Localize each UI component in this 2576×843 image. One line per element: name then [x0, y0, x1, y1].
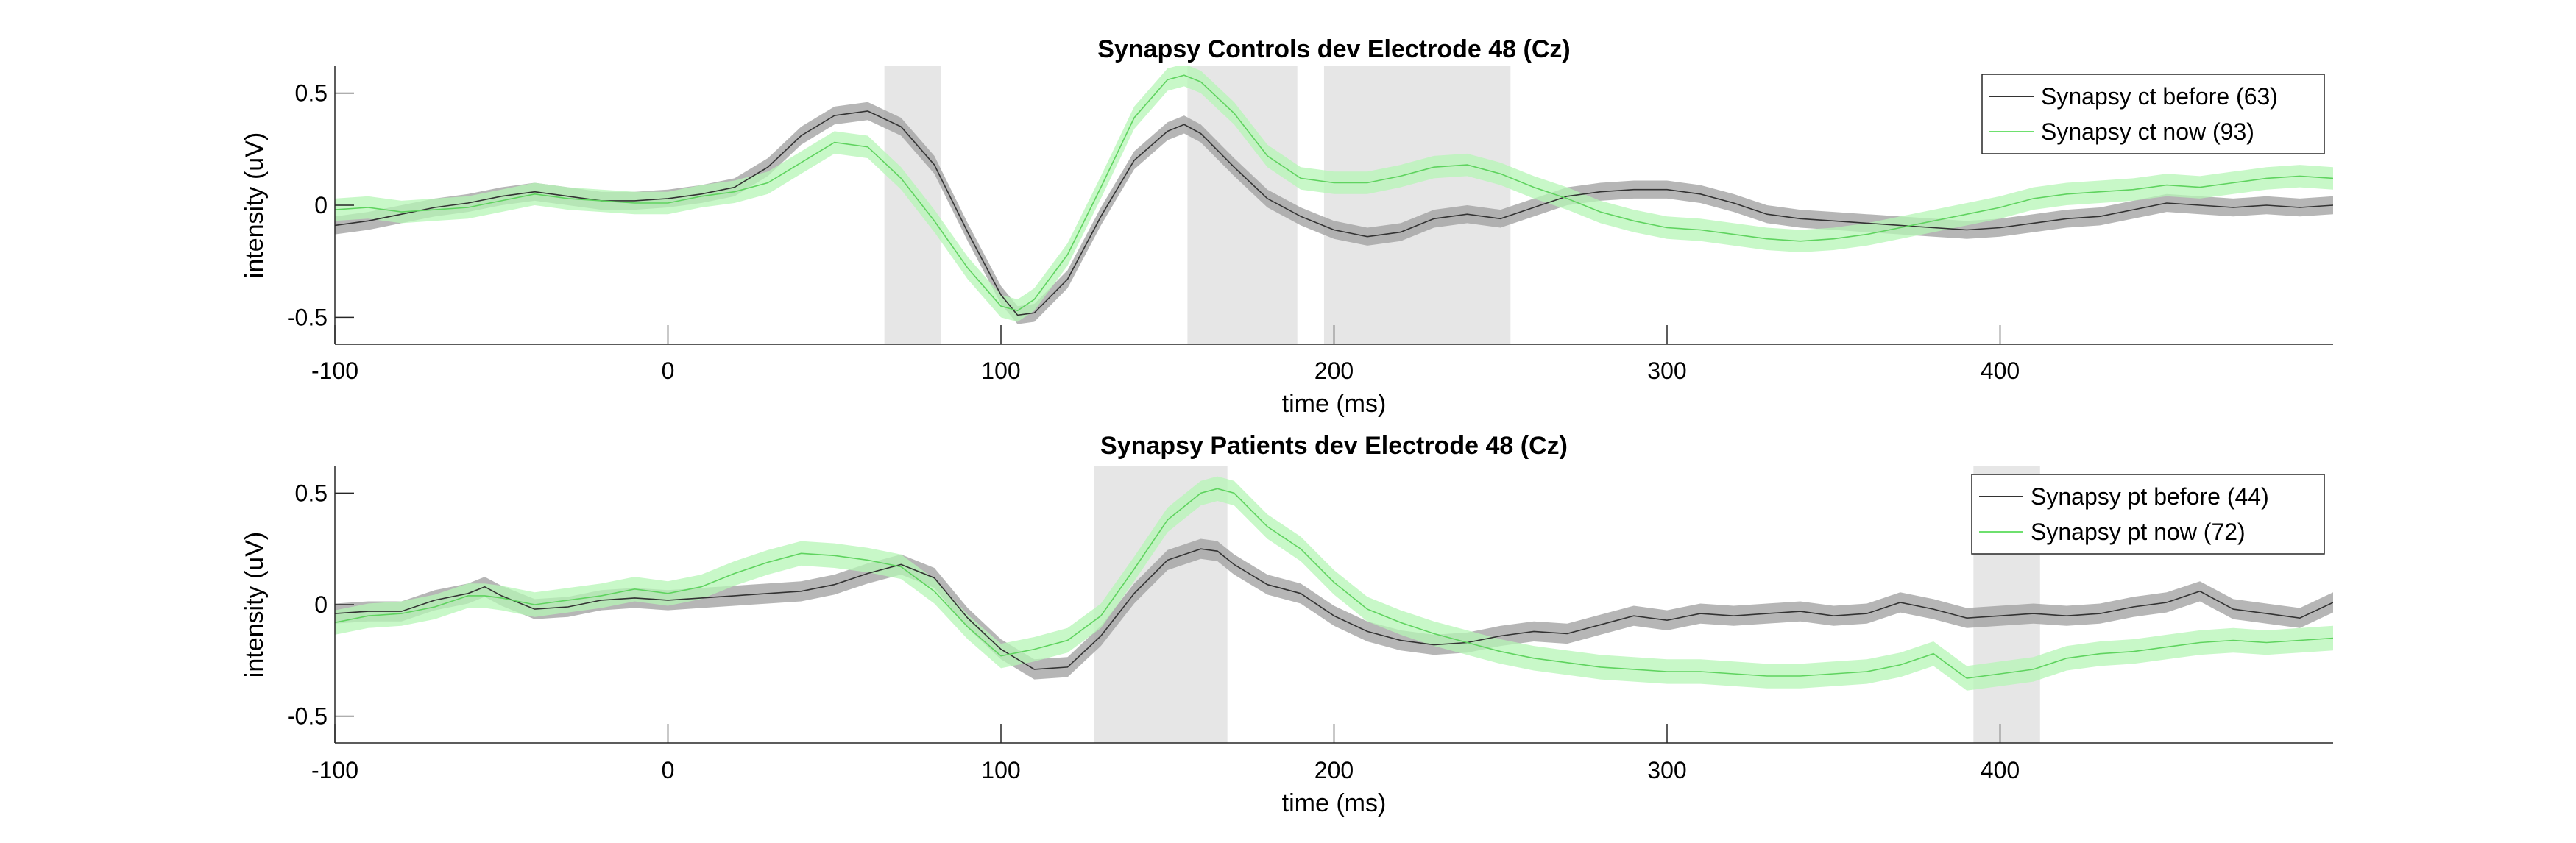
x-tick-label: 400 [1981, 358, 2020, 384]
y-axis-label: intensity (uV) [241, 132, 269, 278]
y-tick-label: -0.5 [287, 703, 328, 730]
legend: Synapsy pt before (44) Synapsy pt now (72… [1971, 474, 2325, 555]
x-tick-label: 300 [1647, 358, 1686, 384]
series-line [335, 488, 2333, 679]
y-tick-label: 0 [314, 192, 328, 218]
x-axis-label: time (ms) [1282, 390, 1387, 418]
highlight-interval [1323, 66, 1511, 344]
x-axis-label: time (ms) [1282, 789, 1387, 817]
legend-entry: Synapsy ct now (93) [2041, 118, 2254, 145]
y-tick-label: 0 [314, 591, 328, 618]
legend-entry: Synapsy ct before (63) [2041, 83, 2278, 110]
series-band [335, 476, 2333, 691]
series-line [335, 110, 2333, 316]
legend-entry: Synapsy pt now (72) [2031, 519, 2246, 545]
controls-panel: -100 0 100 200 300 400 -0.5 0 0.5 Synapsy Control… [241, 35, 2333, 418]
x-tick-label: 400 [1981, 757, 2020, 783]
series-band [335, 538, 2333, 680]
x-tick-label: 100 [981, 358, 1020, 384]
highlight-interval [884, 66, 941, 344]
legend: Synapsy ct before (63) Synapsy ct now (93… [1981, 74, 2325, 154]
series-band [335, 66, 2333, 322]
x-tick-label: 300 [1647, 757, 1686, 783]
y-tick-label: -0.5 [287, 304, 328, 330]
x-tick-label: 0 [662, 757, 675, 783]
legend-entry: Synapsy pt before (44) [2031, 483, 2269, 510]
x-tick-label: -100 [311, 757, 358, 783]
x-tick-label: 100 [981, 757, 1020, 783]
legend-box [1971, 474, 2325, 555]
legend-box [1981, 74, 2325, 154]
x-tick-label: -100 [311, 358, 358, 384]
y-axis-label: intensity (uV) [241, 532, 269, 677]
plot-area [335, 476, 2333, 691]
y-tick-label: 0.5 [295, 480, 328, 506]
x-tick-label: 200 [1314, 757, 1354, 783]
series-line [335, 74, 2333, 312]
y-tick-label: 0.5 [295, 80, 328, 107]
x-tick-label: 200 [1314, 358, 1354, 384]
chart-title: Synapsy Patients dev Electrode 48 (Cz) [1100, 432, 1568, 460]
series-line [335, 548, 2333, 670]
patients-panel: -100 0 100 200 300 400 -0.5 0 0.5 Synapsy Patient… [241, 432, 2333, 817]
plot-area [335, 66, 2333, 324]
chart-title: Synapsy Controls dev Electrode 48 (Cz) [1097, 35, 1570, 63]
x-tick-label: 0 [662, 358, 675, 384]
